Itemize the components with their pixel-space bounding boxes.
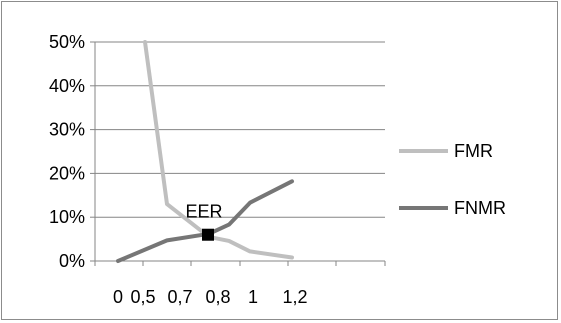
y-tick-label: 30%	[49, 120, 85, 140]
axes	[90, 41, 386, 266]
x-tick-label: 1,2	[282, 287, 307, 307]
x-tick-label: 0	[113, 287, 123, 307]
y-tick-label: 20%	[49, 163, 85, 183]
x-tick-label: 1	[248, 287, 258, 307]
x-tick-label: 0,8	[205, 287, 230, 307]
series-line-fnmr	[116, 179, 294, 263]
legend-label-fnmr: FNMR	[454, 198, 506, 218]
series-lines	[116, 40, 294, 263]
y-tick-label: 10%	[49, 207, 85, 227]
y-tick-label: 0%	[59, 251, 85, 271]
x-tick-label: 0,7	[167, 287, 192, 307]
legend: FMR FNMR	[399, 141, 506, 218]
series-line-fmr	[143, 40, 294, 260]
markers	[202, 228, 214, 241]
grid-lines	[95, 41, 385, 218]
y-tick-label: 40%	[49, 76, 85, 96]
x-tick-label: 0,5	[130, 287, 155, 307]
eer-marker	[202, 228, 214, 241]
y-tick-label: 50%	[49, 32, 85, 52]
legend-label-fmr: FMR	[454, 141, 493, 161]
tick-labels: 0% 10% 20% 30% 40% 50% 0 0,5 0,7 0,8 1 1,2 EER	[49, 32, 308, 307]
eer-label: EER	[185, 202, 222, 222]
